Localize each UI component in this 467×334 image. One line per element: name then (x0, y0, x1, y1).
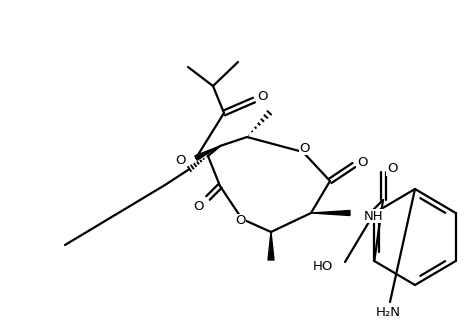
Polygon shape (311, 210, 350, 215)
Text: H₂N: H₂N (375, 306, 401, 319)
Text: O: O (257, 90, 267, 103)
Text: NH: NH (364, 209, 383, 222)
Text: HO: HO (312, 260, 333, 273)
Text: O: O (300, 142, 310, 155)
Text: O: O (193, 199, 203, 212)
Text: O: O (176, 154, 186, 167)
Text: O: O (357, 156, 367, 168)
Text: O: O (235, 214, 245, 227)
Text: O: O (387, 163, 397, 175)
Polygon shape (268, 232, 274, 260)
Polygon shape (195, 146, 220, 160)
